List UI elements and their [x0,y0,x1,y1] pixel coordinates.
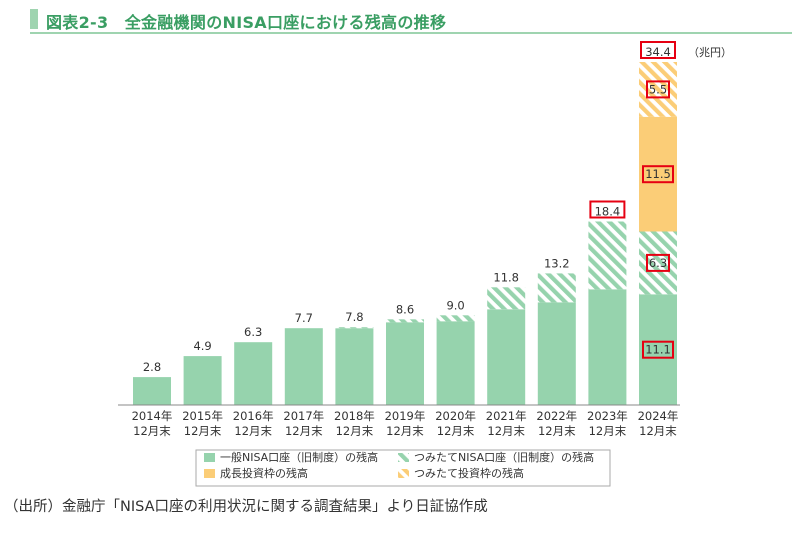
total-label: 9.0 [446,298,464,312]
total-label: 7.8 [345,310,363,324]
bar-segment-general [234,342,273,405]
chart-title: 図表2-3 全金融機関のNISA口座における残高の推移 [46,13,447,32]
x-tick-label: 2019年 [385,409,426,423]
x-tick-label: 2017年 [283,409,324,423]
x-tick-label: 2020年 [435,409,476,423]
x-tick-label: 2018年 [334,409,375,423]
segment-label-box [646,253,670,272]
bar-segment-general [639,294,677,405]
legend-swatch-general [204,453,215,462]
segment-label-box [642,340,674,359]
bar-segment-general [588,289,627,405]
total-label: 4.9 [193,339,211,353]
bar-segment-tsumitate [335,327,374,329]
bar-segment-general [335,328,374,405]
x-tick-label: 2021年 [486,409,527,423]
x-tick-label: 12月末 [538,424,576,438]
total-label: 34.4 [645,45,671,59]
legend-swatch-tsumitate [398,453,409,462]
total-label: 7.7 [295,311,313,325]
bar-segment-tsumitate [537,273,576,303]
bar-segment-tsumitate_new [639,62,677,117]
bar-segment-general [487,309,526,405]
x-tick-label: 2015年 [182,409,223,423]
title-marker [30,9,38,29]
x-tick-label: 12月末 [639,424,677,438]
segment-label: 5.5 [649,82,667,96]
total-label: 8.6 [396,302,414,316]
total-label: 13.2 [544,256,570,270]
total-label: 11.8 [493,270,519,284]
segment-label-box [646,80,670,99]
total-label: 2.8 [143,360,161,374]
bar-segment-growth [639,116,677,232]
legend-label-tsumitate_new: つみたて投資枠の残高 [414,466,524,480]
x-tick-label: 12月末 [589,424,627,438]
x-tick-label: 2023年 [587,409,628,423]
bars-group [133,62,677,405]
bar-segment-general [537,302,576,405]
bar-segment-general [183,356,222,405]
x-tick-label: 12月末 [487,424,525,438]
total-label: 6.3 [244,325,262,339]
unit-label: （兆円） [688,46,732,59]
legend-label-tsumitate: つみたてNISA口座（旧制度）の残高 [414,450,594,464]
x-tick-label: 12月末 [234,424,272,438]
x-tick-label: 2022年 [536,409,577,423]
x-tick-label: 2024年 [638,409,679,423]
bar-segment-tsumitate [588,221,627,290]
x-tick-label: 12月末 [386,424,424,438]
segment-label-box [642,165,674,184]
x-tick-label: 12月末 [336,424,374,438]
x-tick-label: 12月末 [133,424,171,438]
bar-segment-tsumitate [386,319,424,323]
bar-segment-tsumitate [436,315,475,322]
x-tick-label: 2014年 [132,409,173,423]
x-tick-label: 12月末 [285,424,323,438]
segment-label: 11.1 [645,343,671,357]
bar-segment-tsumitate [639,231,677,295]
bar-segment-tsumitate [487,287,526,310]
segment-label: 11.5 [645,167,671,181]
highlight-box [640,41,676,59]
bar-segment-general [386,322,424,405]
legend: 一般NISA口座（旧制度）の残高 つみたてNISA口座（旧制度）の残高成長投資枠の… [195,449,611,487]
total-label: 18.4 [595,205,621,219]
bar-segment-general [284,328,323,405]
title-bar: 図表2-3 全金融機関のNISA口座における残高の推移 [30,6,792,34]
legend-label-general: 一般NISA口座（旧制度）の残高 [220,450,378,464]
legend-swatch-tsumitate_new [398,469,409,478]
x-tick-label: 12月末 [437,424,475,438]
x-tick-labels: 2014年12月末2015年12月末2016年12月末2017年12月末2018… [132,409,679,438]
legend-label-growth: 成長投資枠の残高 [220,466,308,480]
highlight-box [589,200,626,219]
nisa-balance-chart: （兆円） 2.8 4.9 6.3 7.7 7.8 8.6 9.0 11.8 13.2 18.4 34… [118,41,732,487]
segment-label: 6.3 [649,256,667,270]
labels-group: 2.8 4.9 6.3 7.7 7.8 8.6 9.0 11.8 13.2 18.4 34.4 11.… [143,41,676,374]
bar-segment-general [436,321,475,405]
bar-segment-general [133,377,171,405]
source-note: （出所）金融庁「NISA口座の利用状況に関する調査結果」より日証協作成 [4,499,488,515]
legend-swatch-growth [204,469,215,478]
x-tick-label: 2016年 [233,409,274,423]
x-tick-label: 12月末 [184,424,222,438]
